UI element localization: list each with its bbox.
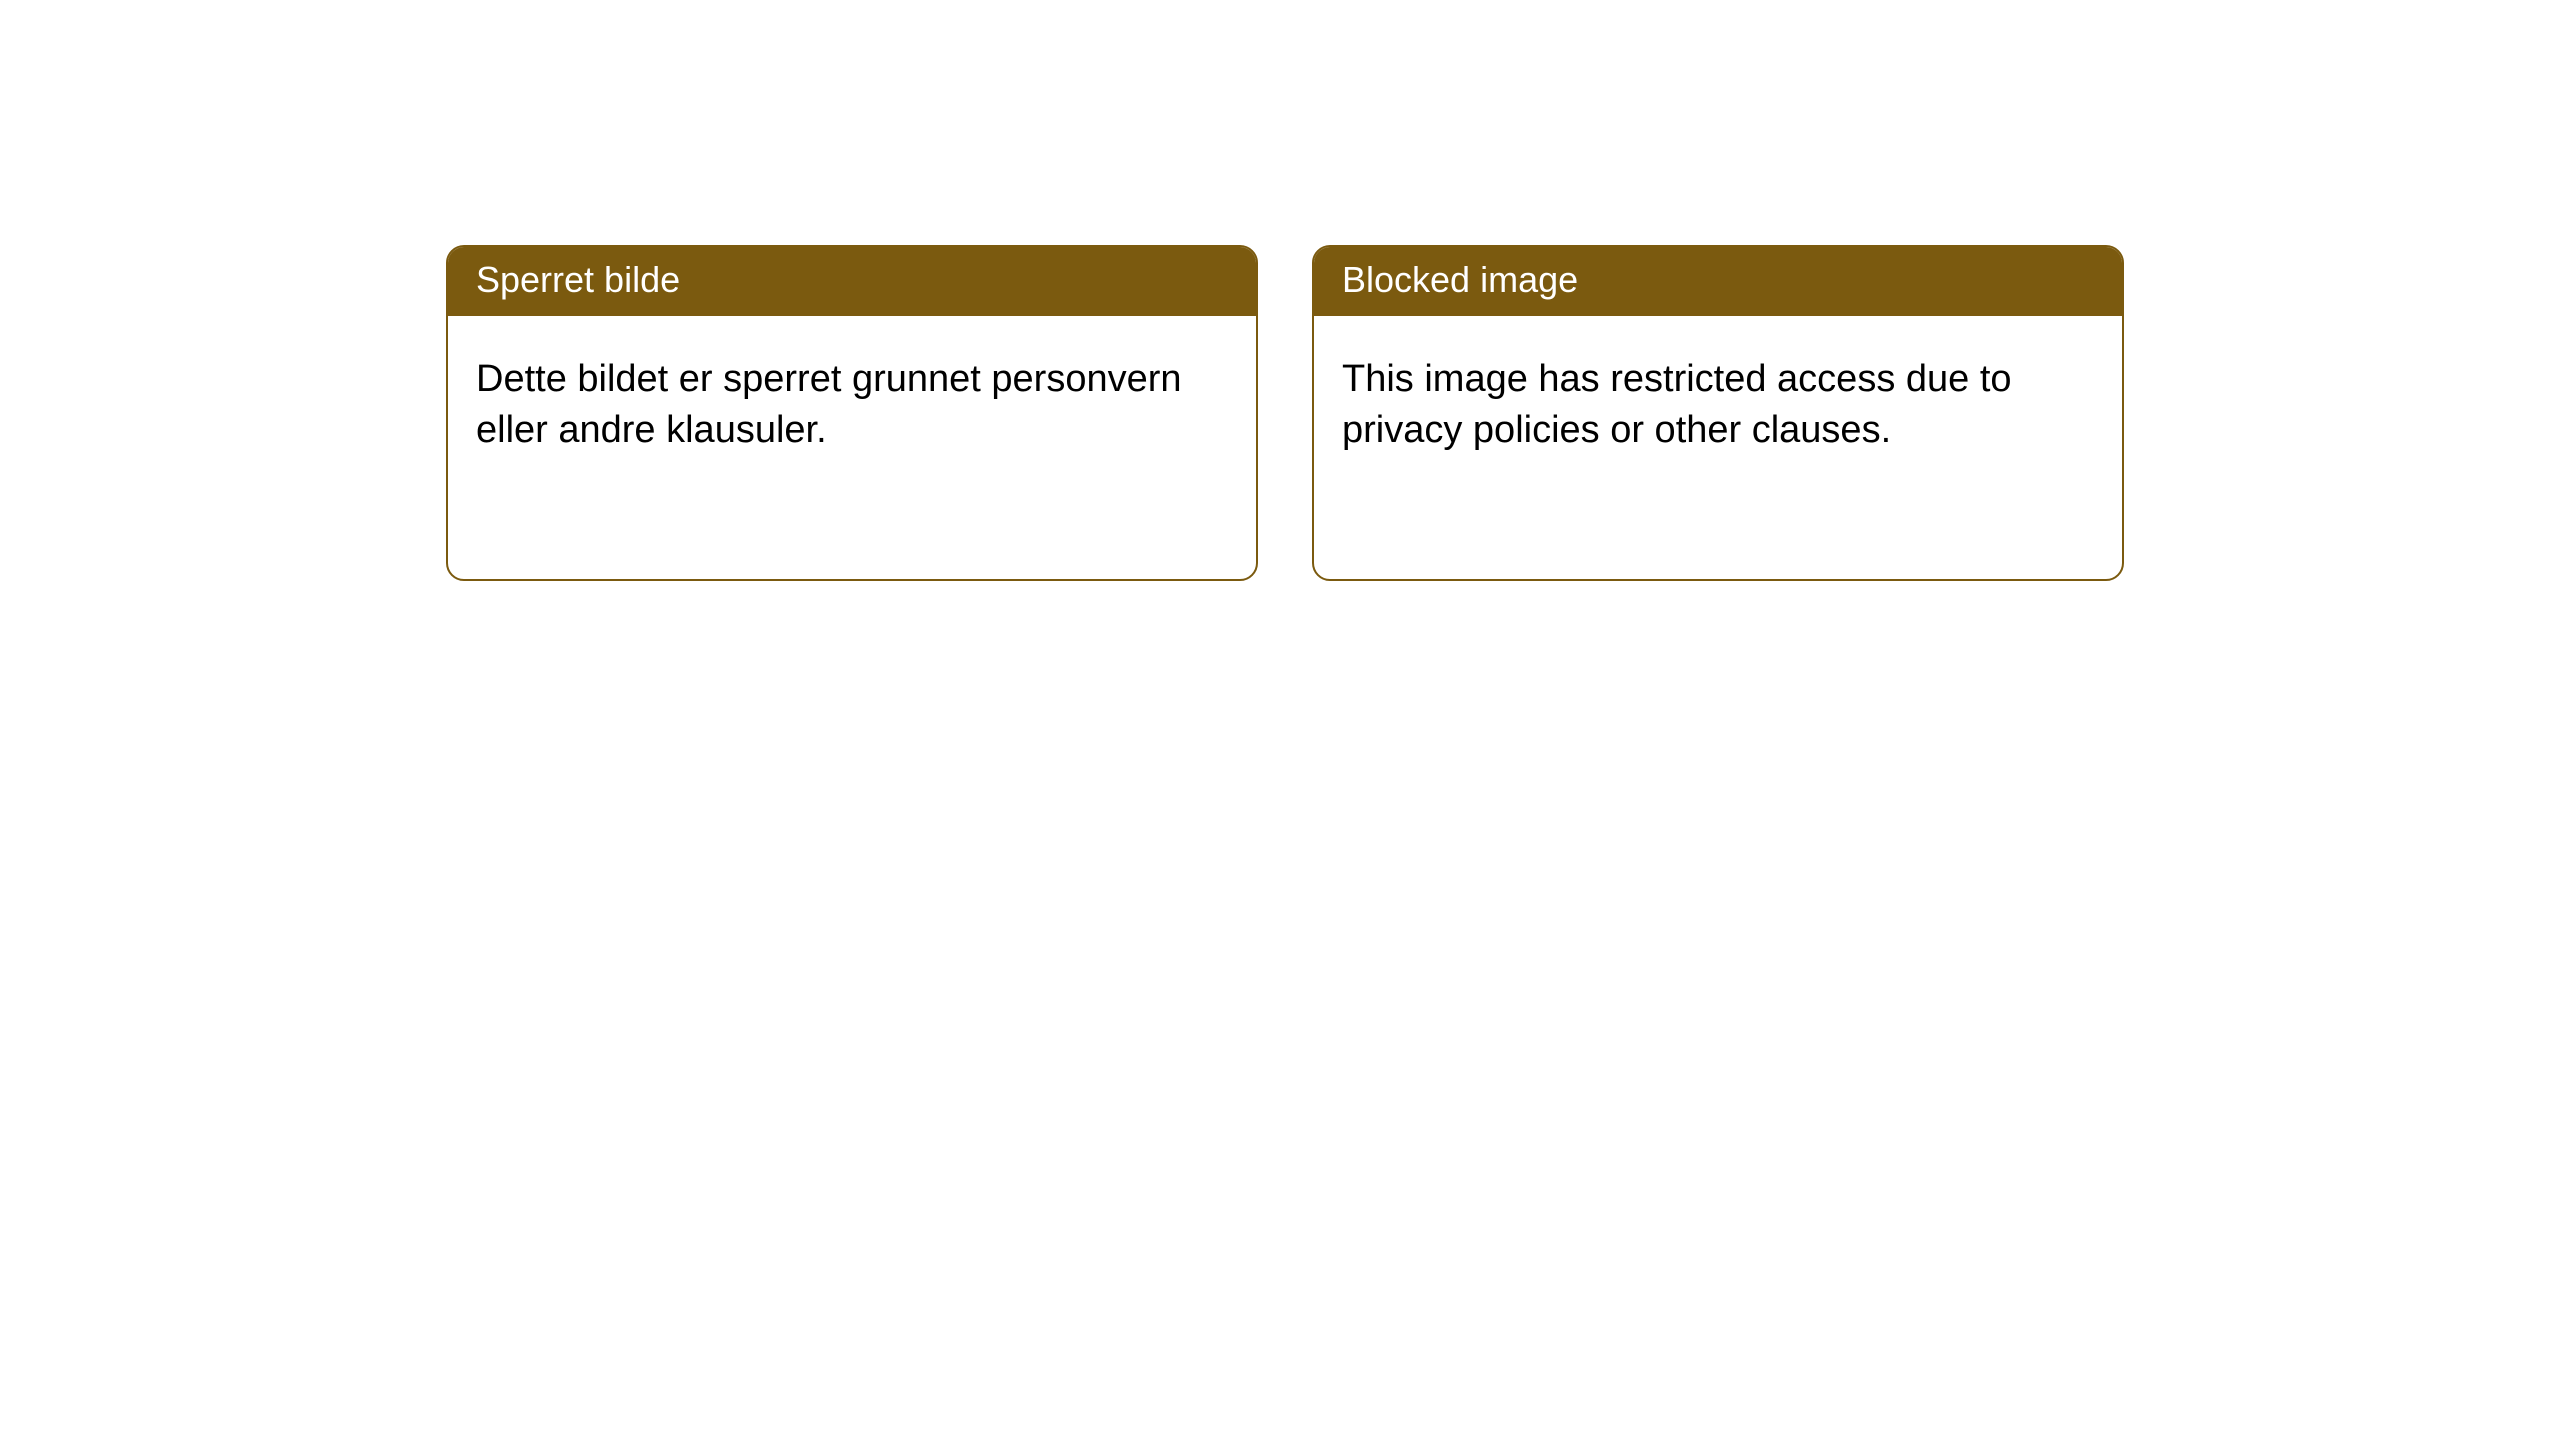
notice-container: Sperret bilde Dette bildet er sperret gr… bbox=[0, 0, 2560, 581]
notice-card-norwegian: Sperret bilde Dette bildet er sperret gr… bbox=[446, 245, 1258, 581]
notice-header: Blocked image bbox=[1314, 247, 2122, 316]
notice-header: Sperret bilde bbox=[448, 247, 1256, 316]
notice-body: Dette bildet er sperret grunnet personve… bbox=[448, 316, 1256, 485]
notice-card-english: Blocked image This image has restricted … bbox=[1312, 245, 2124, 581]
notice-body: This image has restricted access due to … bbox=[1314, 316, 2122, 485]
